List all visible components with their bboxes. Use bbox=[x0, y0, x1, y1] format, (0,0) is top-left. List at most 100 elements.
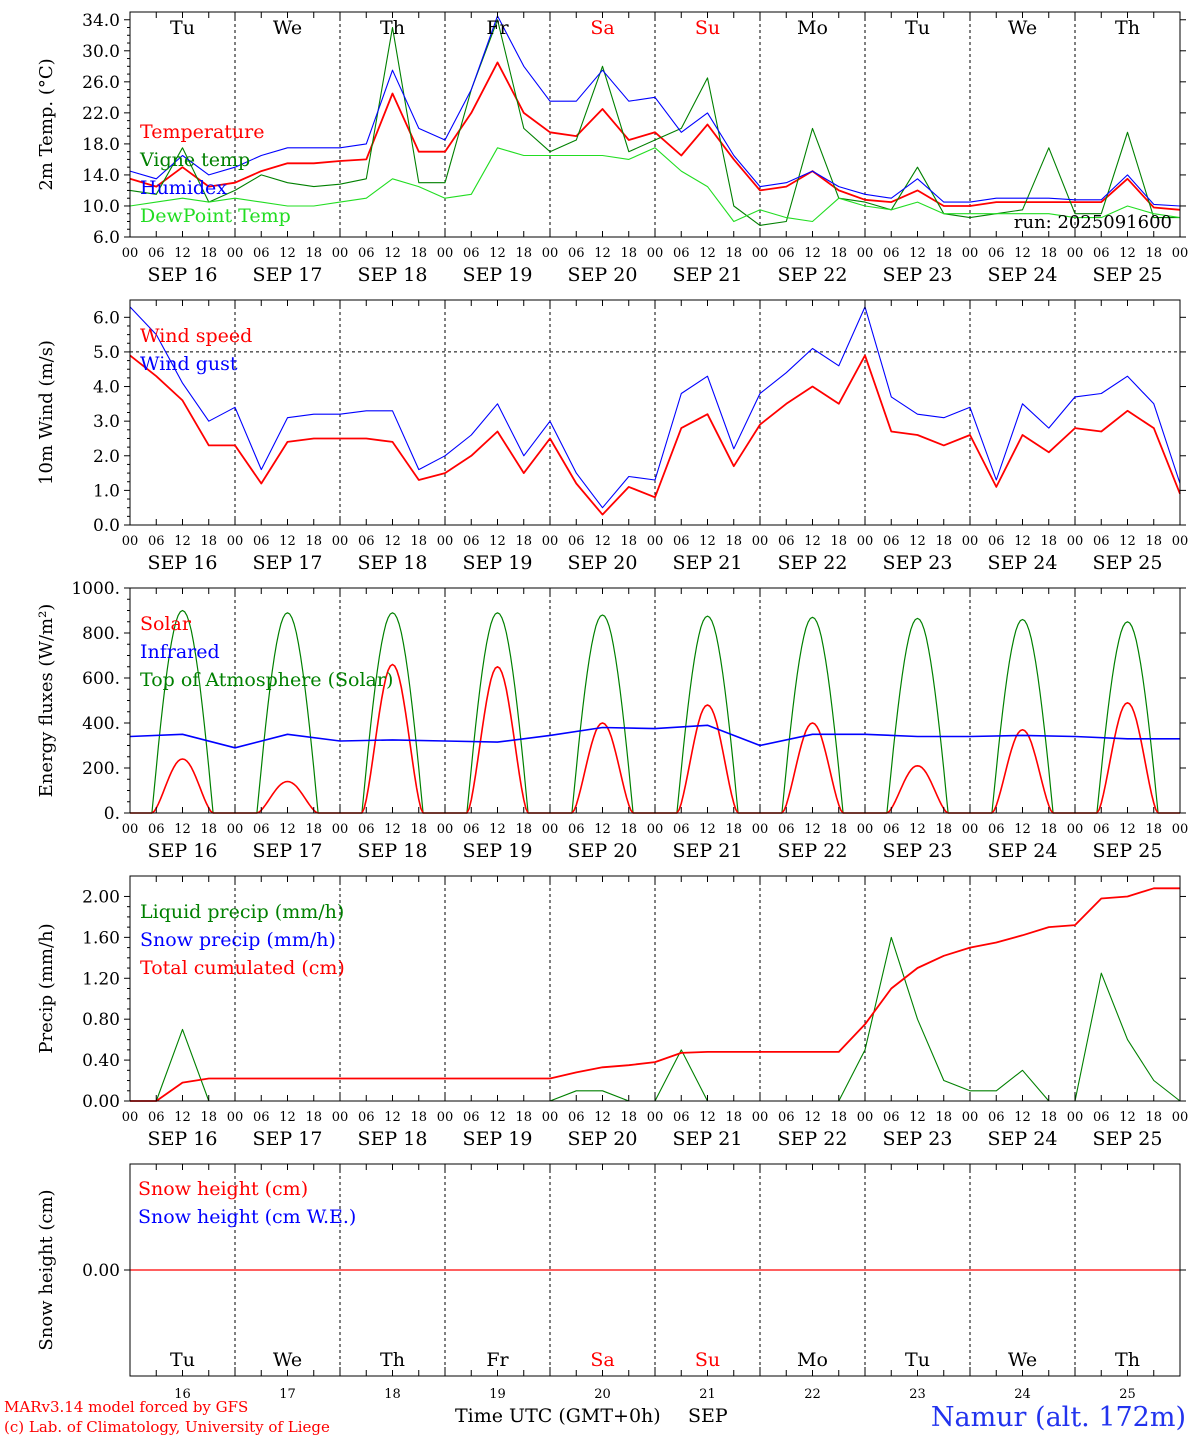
hour-tick-label: 12 bbox=[279, 246, 296, 261]
legend-entry: Infrared bbox=[140, 641, 220, 663]
date-label: SEP 22 bbox=[778, 552, 848, 574]
hour-tick-label: 18 bbox=[305, 534, 322, 549]
hour-tick-label: 18 bbox=[830, 246, 847, 261]
day-name-label: Fr bbox=[486, 17, 509, 39]
hour-tick-label: 18 bbox=[515, 1110, 532, 1125]
hour-tick-label: 06 bbox=[673, 1110, 690, 1125]
hour-tick-label: 12 bbox=[594, 822, 611, 837]
hour-tick-label: 00 bbox=[227, 822, 244, 837]
legend-entry: Total cumulated (cm) bbox=[140, 957, 345, 979]
hour-tick-label: 06 bbox=[778, 246, 795, 261]
hour-tick-label: 12 bbox=[1119, 822, 1136, 837]
hour-tick-label: 06 bbox=[883, 246, 900, 261]
date-label: SEP 21 bbox=[673, 552, 743, 574]
hour-tick-label: 00 bbox=[857, 822, 874, 837]
hour-tick-label: 12 bbox=[384, 1110, 401, 1125]
hour-tick-label: 18 bbox=[725, 534, 742, 549]
hour-tick-label: 00 bbox=[542, 534, 559, 549]
hour-tick-label: 18 bbox=[620, 822, 637, 837]
date-label: SEP 23 bbox=[883, 840, 953, 862]
plot-frame bbox=[129, 587, 1181, 814]
y-axis-label: Snow height (cm) bbox=[36, 1189, 57, 1350]
y-tick-label: 800. bbox=[82, 624, 120, 644]
series-line-2 bbox=[129, 19, 1180, 226]
legend-entry: Wind speed bbox=[140, 325, 252, 347]
hour-tick-label: 12 bbox=[384, 822, 401, 837]
hour-tick-label: 18 bbox=[410, 246, 427, 261]
hour-tick-label: 18 bbox=[410, 1110, 427, 1125]
hour-tick-label: 00 bbox=[857, 534, 874, 549]
y-tick-label: 26.0 bbox=[82, 73, 120, 93]
hour-tick-label: 18 bbox=[200, 822, 217, 837]
hour-tick-label: 00 bbox=[647, 534, 664, 549]
hour-tick-label: 00 bbox=[437, 246, 454, 261]
day-name-label: Su bbox=[695, 17, 720, 39]
day-number-label: 25 bbox=[1119, 1387, 1136, 1402]
hour-tick-label: 00 bbox=[1067, 822, 1084, 837]
panel-2: 0.0 1.0 2.0 3.0 4.0 5.0 6.0 10m Wind (m/s) 00 06 1… bbox=[36, 299, 1188, 574]
legend-entry: Humidex bbox=[140, 177, 227, 199]
hour-tick-label: 06 bbox=[568, 534, 585, 549]
date-label: SEP 21 bbox=[673, 264, 743, 286]
date-label: SEP 24 bbox=[988, 264, 1058, 286]
hour-tick-label: 12 bbox=[699, 246, 716, 261]
day-number-label: 21 bbox=[699, 1387, 716, 1402]
date-label: SEP 17 bbox=[253, 264, 323, 286]
y-tick-label: 5.0 bbox=[93, 343, 120, 363]
hour-tick-label: 12 bbox=[489, 534, 506, 549]
hour-tick-label: 00 bbox=[437, 1110, 454, 1125]
date-label: SEP 22 bbox=[778, 264, 848, 286]
legend-entry: Snow height (cm W.E.) bbox=[138, 1206, 356, 1228]
y-tick-label: 10.0 bbox=[82, 197, 120, 217]
month-label: SEP bbox=[688, 1405, 728, 1427]
legend-entry: Liquid precip (mm/h) bbox=[140, 901, 344, 923]
hour-tick-label: 00 bbox=[1067, 1110, 1084, 1125]
hour-tick-label: 18 bbox=[410, 534, 427, 549]
y-tick-label: 22.0 bbox=[82, 104, 120, 124]
date-label: SEP 18 bbox=[358, 264, 428, 286]
hour-tick-label: 06 bbox=[358, 246, 375, 261]
date-label: SEP 18 bbox=[358, 840, 428, 862]
panel-5: 0.00 Snow height (cm) Snow height (cm) Snow… bbox=[36, 1163, 1186, 1402]
series-line-infrared bbox=[129, 724, 1180, 749]
date-label: SEP 25 bbox=[1093, 840, 1163, 862]
hour-tick-label: 12 bbox=[174, 1110, 191, 1125]
hour-tick-label: 06 bbox=[988, 246, 1005, 261]
y-axis-label: Precip (mm/h) bbox=[36, 923, 57, 1053]
hour-tick-label: 12 bbox=[1119, 246, 1136, 261]
y-tick-label: 6.0 bbox=[93, 228, 120, 248]
hour-tick-label: 00 bbox=[647, 246, 664, 261]
hour-tick-label: 06 bbox=[1093, 822, 1110, 837]
hour-tick-label: 00 bbox=[647, 822, 664, 837]
hour-tick-label: 00 bbox=[752, 822, 769, 837]
hour-tick-label: 18 bbox=[305, 246, 322, 261]
date-label: SEP 16 bbox=[148, 552, 218, 574]
hour-tick-label: 18 bbox=[1145, 246, 1162, 261]
day-name-label: Th bbox=[380, 1349, 405, 1371]
hour-tick-label: 06 bbox=[1093, 1110, 1110, 1125]
series-line-1 bbox=[129, 61, 1181, 211]
hour-tick-label: 12 bbox=[174, 534, 191, 549]
hour-tick-label: 18 bbox=[410, 822, 427, 837]
hour-tick-label: 06 bbox=[358, 534, 375, 549]
day-number-label: 20 bbox=[594, 1387, 611, 1402]
date-label: SEP 22 bbox=[778, 1128, 848, 1150]
date-label: SEP 19 bbox=[463, 840, 533, 862]
hour-tick-label: 12 bbox=[594, 534, 611, 549]
hour-tick-label: 00 bbox=[122, 246, 139, 261]
hour-tick-label: 00 bbox=[962, 534, 979, 549]
day-name-label: Th bbox=[1115, 17, 1140, 39]
hour-tick-label: 18 bbox=[515, 822, 532, 837]
day-name-label: Tu bbox=[905, 1349, 930, 1371]
hour-tick-label: 12 bbox=[279, 1110, 296, 1125]
y-tick-label: 3.0 bbox=[93, 412, 120, 432]
hour-tick-label: 00 bbox=[1067, 246, 1084, 261]
hour-tick-label: 18 bbox=[725, 822, 742, 837]
date-label: SEP 25 bbox=[1093, 264, 1163, 286]
y-tick-label: 0. bbox=[104, 804, 120, 824]
date-label: SEP 20 bbox=[568, 264, 638, 286]
hour-tick-label: 00 bbox=[437, 822, 454, 837]
date-label: SEP 21 bbox=[673, 840, 743, 862]
day-name-label: Mo bbox=[797, 17, 828, 39]
legend-entry: Snow precip (mm/h) bbox=[140, 929, 336, 951]
